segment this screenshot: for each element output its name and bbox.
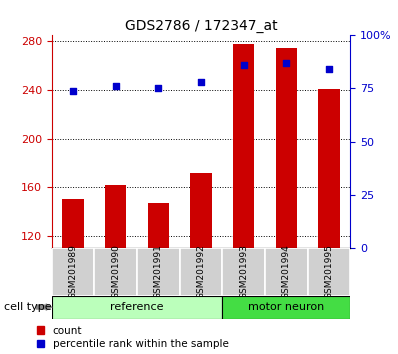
Point <box>113 84 119 89</box>
Point <box>326 67 332 72</box>
Text: reference: reference <box>110 302 164 312</box>
Text: GSM201990: GSM201990 <box>111 244 120 299</box>
Bar <box>62 199 84 248</box>
Title: GDS2786 / 172347_at: GDS2786 / 172347_at <box>125 19 277 33</box>
Bar <box>52 296 222 319</box>
Point <box>155 86 162 91</box>
Bar <box>222 296 350 319</box>
Text: GSM201991: GSM201991 <box>154 244 163 299</box>
Legend: count, percentile rank within the sample: count, percentile rank within the sample <box>37 326 228 349</box>
Point <box>283 60 289 66</box>
Text: cell type: cell type <box>4 302 52 312</box>
Bar <box>179 248 222 296</box>
Bar <box>190 172 212 248</box>
Bar <box>308 248 350 296</box>
Text: motor neuron: motor neuron <box>248 302 324 312</box>
Bar <box>222 248 265 296</box>
Text: GSM201989: GSM201989 <box>68 244 78 299</box>
Bar <box>265 248 308 296</box>
Text: GSM201994: GSM201994 <box>282 244 291 299</box>
Text: GSM201992: GSM201992 <box>197 244 205 299</box>
Point <box>198 79 204 85</box>
Text: GSM201993: GSM201993 <box>239 244 248 299</box>
Bar <box>233 44 254 248</box>
Bar <box>148 203 169 248</box>
Bar <box>52 248 94 296</box>
Point <box>70 88 76 93</box>
Bar <box>275 47 297 248</box>
Bar <box>94 248 137 296</box>
Point <box>240 62 247 68</box>
Bar <box>137 248 179 296</box>
Text: GSM201995: GSM201995 <box>324 244 334 299</box>
Bar <box>105 185 127 248</box>
Bar <box>318 89 339 248</box>
